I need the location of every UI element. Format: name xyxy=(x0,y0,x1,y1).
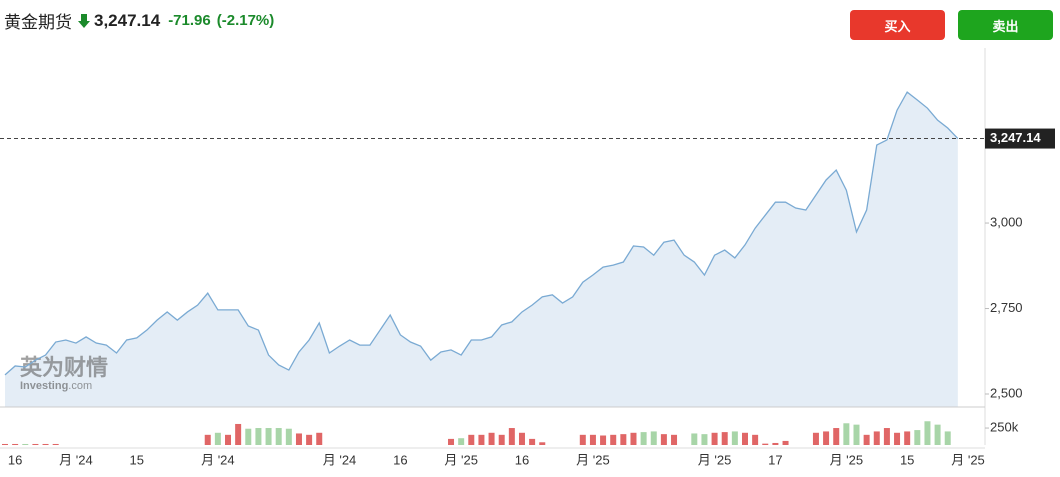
volume-bar xyxy=(823,431,830,445)
watermark-en-text: Investing xyxy=(20,380,68,392)
volume-bar xyxy=(529,438,536,445)
title: 黄金期货 xyxy=(4,13,72,32)
volume-bar xyxy=(904,431,911,445)
volume-bar xyxy=(762,443,769,445)
volume-bar xyxy=(883,428,890,445)
x-tick-label: 16 xyxy=(393,452,407,467)
last-price-label: 3,247.14 xyxy=(990,130,1041,145)
volume-bar xyxy=(660,434,667,445)
volume-bar xyxy=(640,432,647,445)
volume-bar xyxy=(863,434,870,445)
volume-bar xyxy=(924,421,931,445)
last-price-tag xyxy=(985,128,1055,149)
x-tick-label: 月 '25 xyxy=(698,452,732,467)
volume-bar xyxy=(478,434,485,445)
x-tick-label: 月 '25 xyxy=(830,452,864,467)
y-tick-label: 3,000 xyxy=(990,214,1023,229)
volume-bar xyxy=(306,434,313,445)
change-pct: (-2.17%) xyxy=(216,12,275,29)
volume-bar xyxy=(914,430,921,445)
volume-bar xyxy=(833,428,840,445)
volume-bar xyxy=(539,442,546,445)
volume-bar xyxy=(579,434,586,445)
volume-bar xyxy=(620,434,627,445)
volume-bar xyxy=(772,442,779,445)
volume-bar xyxy=(721,432,728,445)
volume-bar xyxy=(52,443,59,445)
volume-bar xyxy=(498,434,505,445)
volume-bar xyxy=(488,432,495,445)
volume-bar xyxy=(944,431,951,445)
volume-bar xyxy=(12,443,19,445)
volume-bar xyxy=(214,432,221,445)
volume-bar xyxy=(752,434,759,445)
volume-bar xyxy=(458,438,465,445)
volume-bar xyxy=(894,432,901,445)
volume-bar xyxy=(741,432,748,445)
volume-bar xyxy=(245,428,252,445)
volume-bar xyxy=(782,440,789,445)
volume-bar xyxy=(843,423,850,445)
volume-bar xyxy=(853,424,860,445)
volume-bar xyxy=(265,428,272,445)
volume-bar xyxy=(225,434,232,445)
volume-bar xyxy=(600,435,607,445)
volume-bar xyxy=(508,428,515,445)
volume-bar xyxy=(711,432,718,445)
y2-tick-label: 250k xyxy=(990,419,1019,434)
volume-bar xyxy=(42,443,49,445)
volume-bar xyxy=(691,433,698,445)
x-tick-label: 15 xyxy=(900,452,914,467)
volume-bar xyxy=(448,438,455,445)
volume-bar xyxy=(285,428,292,445)
volume-bar xyxy=(32,443,39,445)
x-tick-label: 15 xyxy=(130,452,144,467)
x-tick-label: 月 '24 xyxy=(59,452,93,467)
x-tick-label: 16 xyxy=(8,452,22,467)
change: -71.96 xyxy=(168,12,211,29)
volume-bar xyxy=(589,434,596,445)
down-arrow xyxy=(78,13,90,28)
price-line xyxy=(4,91,959,376)
volume-bar xyxy=(650,431,657,445)
price-area xyxy=(5,92,958,407)
volume-bar xyxy=(610,434,617,445)
volume-bar xyxy=(204,434,211,445)
buy-button[interactable]: 买入 xyxy=(850,10,945,40)
volume-bar xyxy=(2,443,8,445)
y-tick-label: 2,500 xyxy=(990,385,1023,400)
volume-bar xyxy=(731,431,738,445)
x-tick-label: 月 '24 xyxy=(323,452,357,467)
volume-bar xyxy=(468,434,475,445)
volume-bar xyxy=(701,434,708,445)
x-tick-label: 17 xyxy=(768,452,782,467)
x-tick-label: 月 '25 xyxy=(576,452,610,467)
volume-bar xyxy=(873,431,880,445)
volume-bar xyxy=(518,432,525,445)
sell-button[interactable]: 卖出 xyxy=(958,10,1053,40)
volume-bar xyxy=(235,423,242,445)
chart: 英为财情 Investing.com 2,500 2,750 3,000 250k 16… xyxy=(0,48,1055,467)
price: 3,247.14 xyxy=(94,10,161,30)
x-tick-label: 月 '25 xyxy=(951,452,985,467)
volume-bar xyxy=(22,443,29,445)
volume-bar xyxy=(295,433,302,445)
watermark-cn: 英为财情 xyxy=(20,355,108,380)
watermark-suffix: .com xyxy=(68,380,92,392)
volume-bar xyxy=(671,434,678,445)
volume-bar xyxy=(275,428,282,445)
volume-bar xyxy=(255,428,262,445)
watermark-en: Investing.com xyxy=(20,380,92,392)
volume-bar xyxy=(630,432,637,445)
x-tick-label: 月 '25 xyxy=(444,452,478,467)
volume-bar xyxy=(934,424,941,445)
volume-bar xyxy=(316,432,323,445)
x-tick-label: 月 '24 xyxy=(201,452,235,467)
y-tick-label: 2,750 xyxy=(990,300,1023,315)
volume-bar xyxy=(812,432,819,445)
header: 黄金期货 3,247.14 -71.96 (-2.17%) xyxy=(4,8,280,33)
x-tick-label: 16 xyxy=(515,452,529,467)
